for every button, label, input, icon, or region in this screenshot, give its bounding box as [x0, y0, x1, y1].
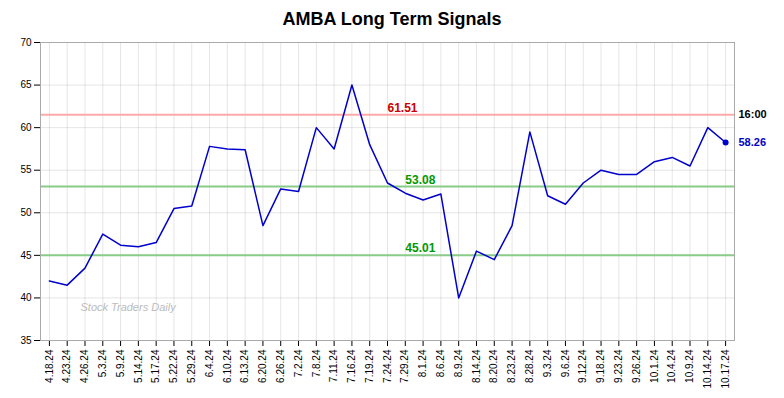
svg-text:8.23.24: 8.23.24: [506, 349, 517, 383]
svg-text:10.9.24: 10.9.24: [684, 349, 695, 383]
svg-text:16:00: 16:00: [739, 108, 767, 120]
svg-text:5.17.24: 5.17.24: [150, 349, 161, 383]
svg-text:8.9.24: 8.9.24: [453, 349, 464, 377]
svg-text:7.24.24: 7.24.24: [382, 349, 393, 383]
svg-text:5.3.24: 5.3.24: [97, 349, 108, 377]
svg-text:9.23.24: 9.23.24: [613, 349, 624, 383]
svg-text:6.26.24: 6.26.24: [275, 349, 286, 383]
svg-text:9.6.24: 9.6.24: [560, 349, 571, 377]
svg-text:10.1.24: 10.1.24: [649, 349, 660, 383]
svg-text:8.28.24: 8.28.24: [524, 349, 535, 383]
svg-text:Stock Traders Daily: Stock Traders Daily: [81, 301, 178, 313]
html-text:AMBA Long Term Signals: AMBA Long Term Signals: [282, 9, 502, 29]
svg-text:9.26.24: 9.26.24: [631, 349, 642, 383]
svg-text:8.20.24: 8.20.24: [488, 349, 499, 383]
svg-text:5.22.24: 5.22.24: [168, 349, 179, 383]
svg-text:4.26.24: 4.26.24: [79, 349, 90, 383]
svg-text:8.14.24: 8.14.24: [471, 349, 482, 383]
svg-text:10.14.24: 10.14.24: [702, 349, 713, 388]
svg-text:6.13.24: 6.13.24: [239, 349, 250, 383]
svg-text:4.23.24: 4.23.24: [61, 349, 72, 383]
svg-text:8.1.24: 8.1.24: [417, 349, 428, 377]
svg-text:35: 35: [20, 335, 32, 346]
svg-text:7.29.24: 7.29.24: [399, 349, 410, 383]
svg-text:70: 70: [20, 37, 32, 48]
svg-text:53.08: 53.08: [405, 173, 435, 187]
svg-text:5.29.24: 5.29.24: [186, 349, 197, 383]
svg-text:9.3.24: 9.3.24: [542, 349, 553, 377]
svg-text:40: 40: [20, 292, 32, 303]
svg-text:9.12.24: 9.12.24: [577, 349, 588, 383]
svg-text:5.14.24: 5.14.24: [133, 349, 144, 383]
svg-text:65: 65: [20, 79, 32, 90]
svg-text:50: 50: [20, 207, 32, 218]
svg-text:9.18.24: 9.18.24: [595, 349, 606, 383]
svg-text:10.17.24: 10.17.24: [720, 349, 731, 388]
svg-text:7.19.24: 7.19.24: [364, 349, 375, 383]
svg-text:61.51: 61.51: [388, 101, 418, 115]
svg-text:58.26: 58.26: [739, 136, 767, 148]
svg-text:5.9.24: 5.9.24: [115, 349, 126, 377]
svg-text:6.4.24: 6.4.24: [204, 349, 215, 377]
svg-text:55: 55: [20, 164, 32, 175]
svg-text:7.16.24: 7.16.24: [346, 349, 357, 383]
svg-text:7.2.24: 7.2.24: [293, 349, 304, 377]
svg-text:6.20.24: 6.20.24: [257, 349, 268, 383]
svg-text:10.4.24: 10.4.24: [666, 349, 677, 383]
svg-text:6.10.24: 6.10.24: [222, 349, 233, 383]
svg-text:7.11.24: 7.11.24: [328, 349, 339, 382]
svg-text:8.6.24: 8.6.24: [435, 349, 446, 377]
svg-text:45.01: 45.01: [405, 241, 435, 255]
svg-text:7.8.24: 7.8.24: [311, 349, 322, 377]
svg-text:60: 60: [20, 122, 32, 133]
svg-text:4.18.24: 4.18.24: [44, 349, 55, 383]
svg-text:45: 45: [20, 250, 32, 261]
